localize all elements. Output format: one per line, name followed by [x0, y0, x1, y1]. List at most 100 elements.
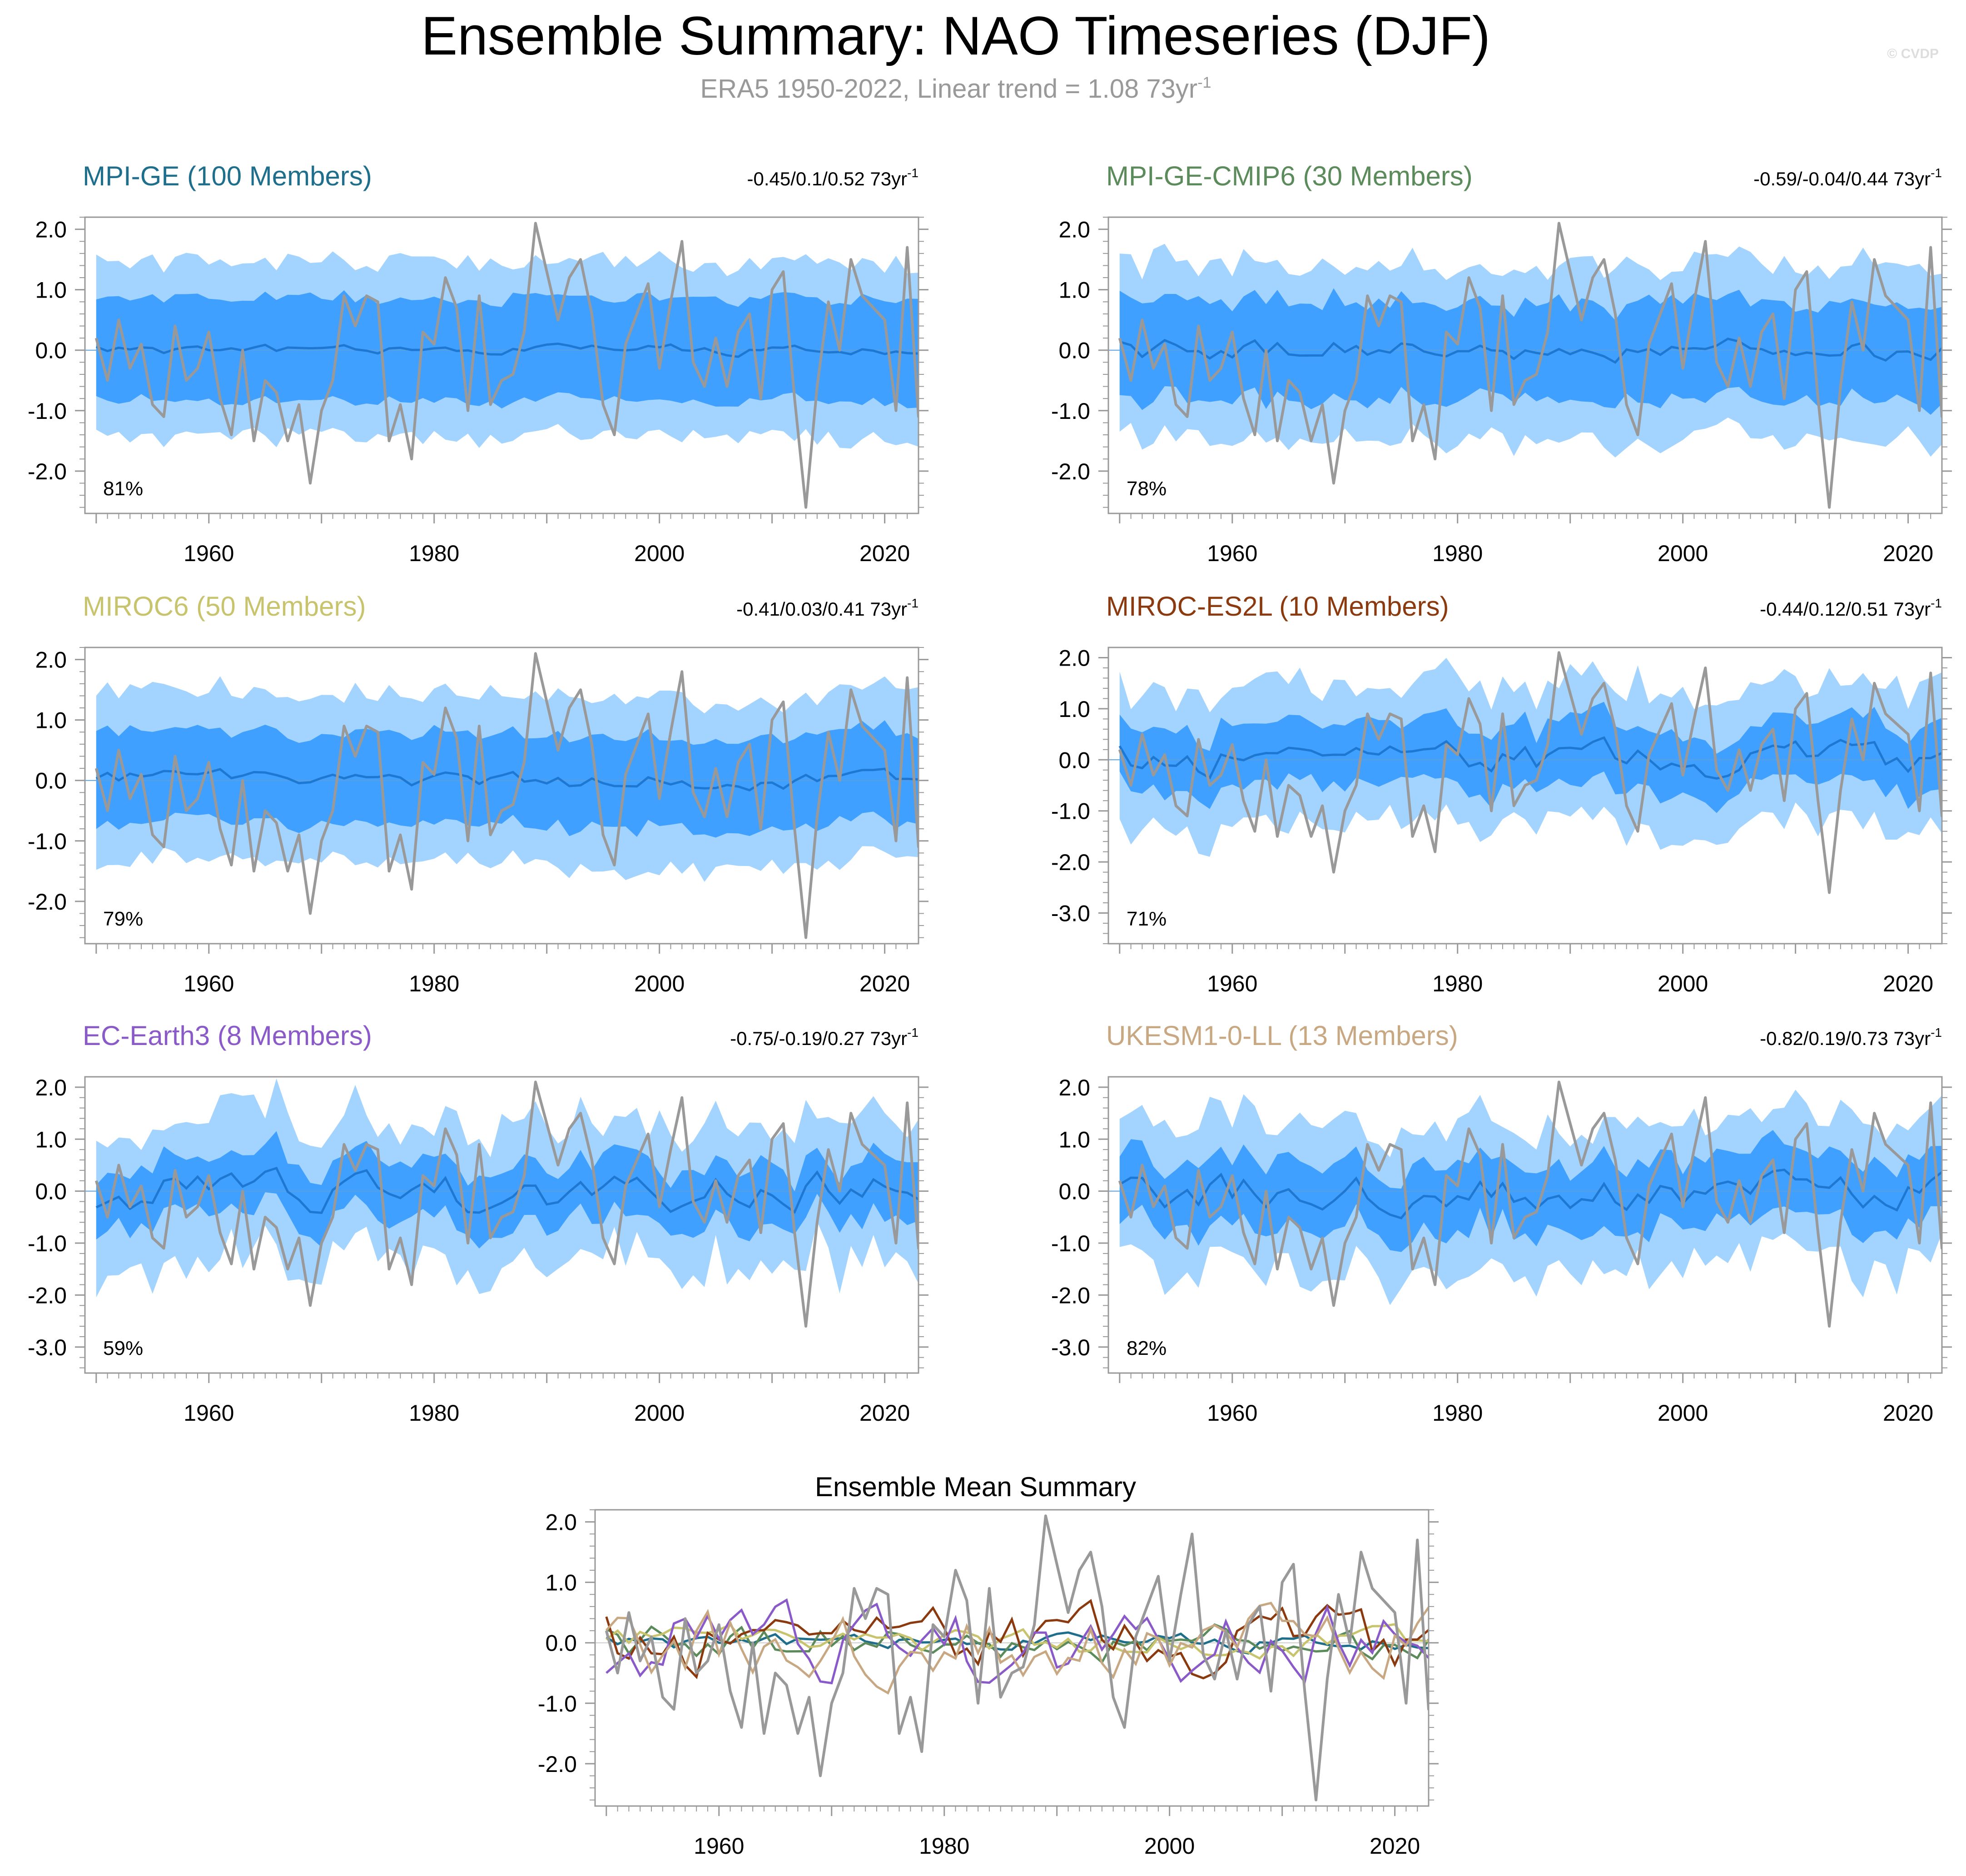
panel-trend-stat: -0.82/0.19/0.73 73yr-1	[1760, 1025, 1942, 1049]
plot-frame	[594, 1509, 1430, 1807]
era5-line	[94, 652, 918, 939]
x-tick-label: 1980	[919, 1833, 969, 1859]
y-tick-label: 0.0	[35, 1179, 67, 1204]
y-tick-label: -2.0	[538, 1752, 577, 1777]
percent-label: 59%	[103, 1337, 143, 1359]
x-tick-label: 1960	[184, 971, 234, 996]
x-tick-label: 2020	[859, 971, 910, 996]
y-tick-label: 0.0	[35, 768, 67, 794]
y-tick-label: 1.0	[545, 1570, 577, 1596]
plot-area	[85, 652, 918, 939]
plot-area	[1108, 1080, 1942, 1328]
trend-superscript: -1	[1931, 1025, 1942, 1040]
trend-text: -0.82/0.19/0.73 73yr	[1760, 1028, 1931, 1049]
y-tick-label: 0.0	[1058, 747, 1090, 773]
x-tick-label: 2000	[634, 971, 685, 996]
x-tick-label: 2020	[859, 541, 910, 566]
y-tick-label: -1.0	[538, 1691, 577, 1717]
x-tick-label: 1960	[184, 541, 234, 566]
x-tick-label: 2020	[859, 1400, 910, 1426]
y-tick-label: 1.0	[1058, 697, 1090, 722]
panel-trend-stat: -0.41/0.03/0.41 73yr-1	[736, 596, 918, 620]
panel-miroc6: 2.0 1.0 0.0 -1.0 -2.0 1960 1980 2000 2020 MIROC6 …	[28, 591, 928, 996]
panel-title: MPI-GE (100 Members)	[83, 161, 372, 191]
trend-superscript: -1	[907, 596, 918, 610]
panel-title: MPI-GE-CMIP6 (30 Members)	[1106, 161, 1473, 191]
panel-trend-stat: -0.75/-0.19/0.27 73yr-1	[730, 1025, 918, 1049]
y-tick-label: 2.0	[1058, 217, 1090, 243]
plot-area	[1108, 651, 1942, 894]
x-tick-label: 1980	[409, 541, 459, 566]
y-tick-label: -2.0	[1051, 459, 1090, 484]
y-tick-label: 0.0	[35, 338, 67, 363]
trend-superscript: -1	[907, 1025, 918, 1040]
y-tick-label: 2.0	[1058, 645, 1090, 671]
x-tick-label: 1960	[1207, 541, 1257, 566]
y-tick-label: 2.0	[35, 1075, 67, 1100]
plot-area	[85, 1078, 918, 1328]
panel-trend-stat: -0.44/0.12/0.51 73yr-1	[1760, 596, 1942, 620]
x-tick-label: 1960	[694, 1833, 744, 1859]
x-tick-label: 2000	[1658, 541, 1708, 566]
era5-line	[605, 1514, 1429, 1801]
percent-label: 78%	[1127, 478, 1167, 500]
panel-trend-stat: -0.45/0.1/0.52 73yr-1	[747, 166, 918, 189]
figure-title: Ensemble Summary: NAO Timeseries (DJF)	[421, 5, 1490, 66]
inner-spread-band	[96, 290, 918, 408]
era5-line	[94, 1080, 918, 1328]
inner-spread-band	[96, 720, 918, 838]
trend-text: -0.59/-0.04/0.44 73yr	[1753, 168, 1931, 189]
trend-superscript: -1	[1931, 596, 1942, 610]
percent-label: 81%	[103, 478, 143, 500]
panel-title: MIROC6 (50 Members)	[83, 591, 366, 622]
trend-text: -0.44/0.12/0.51 73yr	[1760, 598, 1931, 620]
panel-title: EC-Earth3 (8 Members)	[83, 1020, 372, 1051]
y-tick-label: -1.0	[1051, 1231, 1090, 1256]
x-tick-label: 2020	[1370, 1833, 1420, 1859]
y-tick-label: 1.0	[1058, 1127, 1090, 1152]
x-tick-label: 2000	[1144, 1833, 1195, 1859]
trend-text: -0.45/0.1/0.52 73yr	[747, 168, 908, 189]
y-tick-label: -2.0	[28, 1283, 67, 1308]
x-tick-label: 1960	[1207, 971, 1257, 996]
x-tick-label: 1980	[1432, 1400, 1483, 1426]
y-tick-label: -3.0	[1051, 1335, 1090, 1360]
series-line-ukesm1-0-ll	[605, 1602, 1429, 1695]
x-tick-label: 1980	[1432, 971, 1483, 996]
y-tick-label: -1.0	[28, 1231, 67, 1256]
x-tick-label: 1980	[409, 1400, 459, 1426]
panel-title: Ensemble Mean Summary	[815, 1472, 1136, 1502]
y-tick-label: -2.0	[1051, 850, 1090, 875]
y-tick-label: -2.0	[1051, 1283, 1090, 1308]
percent-label: 79%	[103, 908, 143, 930]
y-tick-label: 2.0	[545, 1510, 577, 1535]
cvdp-credit: © CVDP	[1887, 46, 1939, 61]
y-tick-label: -1.0	[28, 829, 67, 854]
y-tick-label: 1.0	[35, 1127, 67, 1152]
subtitle-superscript: -1	[1197, 74, 1211, 91]
x-tick-label: 2020	[1883, 541, 1933, 566]
panel-miroc-es2l: 2.0 1.0 0.0 -1.0 -2.0 -3.0 1960 1980 2000 2020 MIR…	[1051, 591, 1952, 996]
trend-text: -0.75/-0.19/0.27 73yr	[730, 1028, 907, 1049]
trend-superscript: -1	[907, 166, 918, 180]
x-tick-label: 2000	[634, 541, 685, 566]
y-tick-label: 1.0	[35, 278, 67, 303]
y-tick-label: -1.0	[1051, 398, 1090, 424]
y-tick-label: 1.0	[35, 708, 67, 733]
x-tick-label: 2020	[1883, 1400, 1933, 1426]
panel-ukesm1-0-ll: 2.0 1.0 0.0 -1.0 -2.0 -3.0 1960 1980 2000 2020 UKE…	[1051, 1020, 1952, 1426]
y-tick-label: -2.0	[28, 889, 67, 915]
percent-label: 82%	[1127, 1337, 1167, 1359]
panel-trend-stat: -0.59/-0.04/0.44 73yr-1	[1753, 166, 1942, 189]
panel-title: MIROC-ES2L (10 Members)	[1106, 591, 1449, 622]
plot-area	[1108, 222, 1942, 509]
panel-ec-earth3: 2.0 1.0 0.0 -1.0 -2.0 -3.0 1960 1980 2000 2020 EC-…	[28, 1020, 928, 1426]
plot-area	[595, 1514, 1429, 1801]
percent-label: 71%	[1127, 908, 1167, 930]
trend-superscript: -1	[1931, 166, 1942, 180]
y-tick-label: 2.0	[35, 217, 67, 243]
x-tick-label: 2000	[1658, 1400, 1708, 1426]
panel-title: UKESM1-0-LL (13 Members)	[1106, 1020, 1458, 1051]
y-tick-label: 2.0	[35, 647, 67, 673]
